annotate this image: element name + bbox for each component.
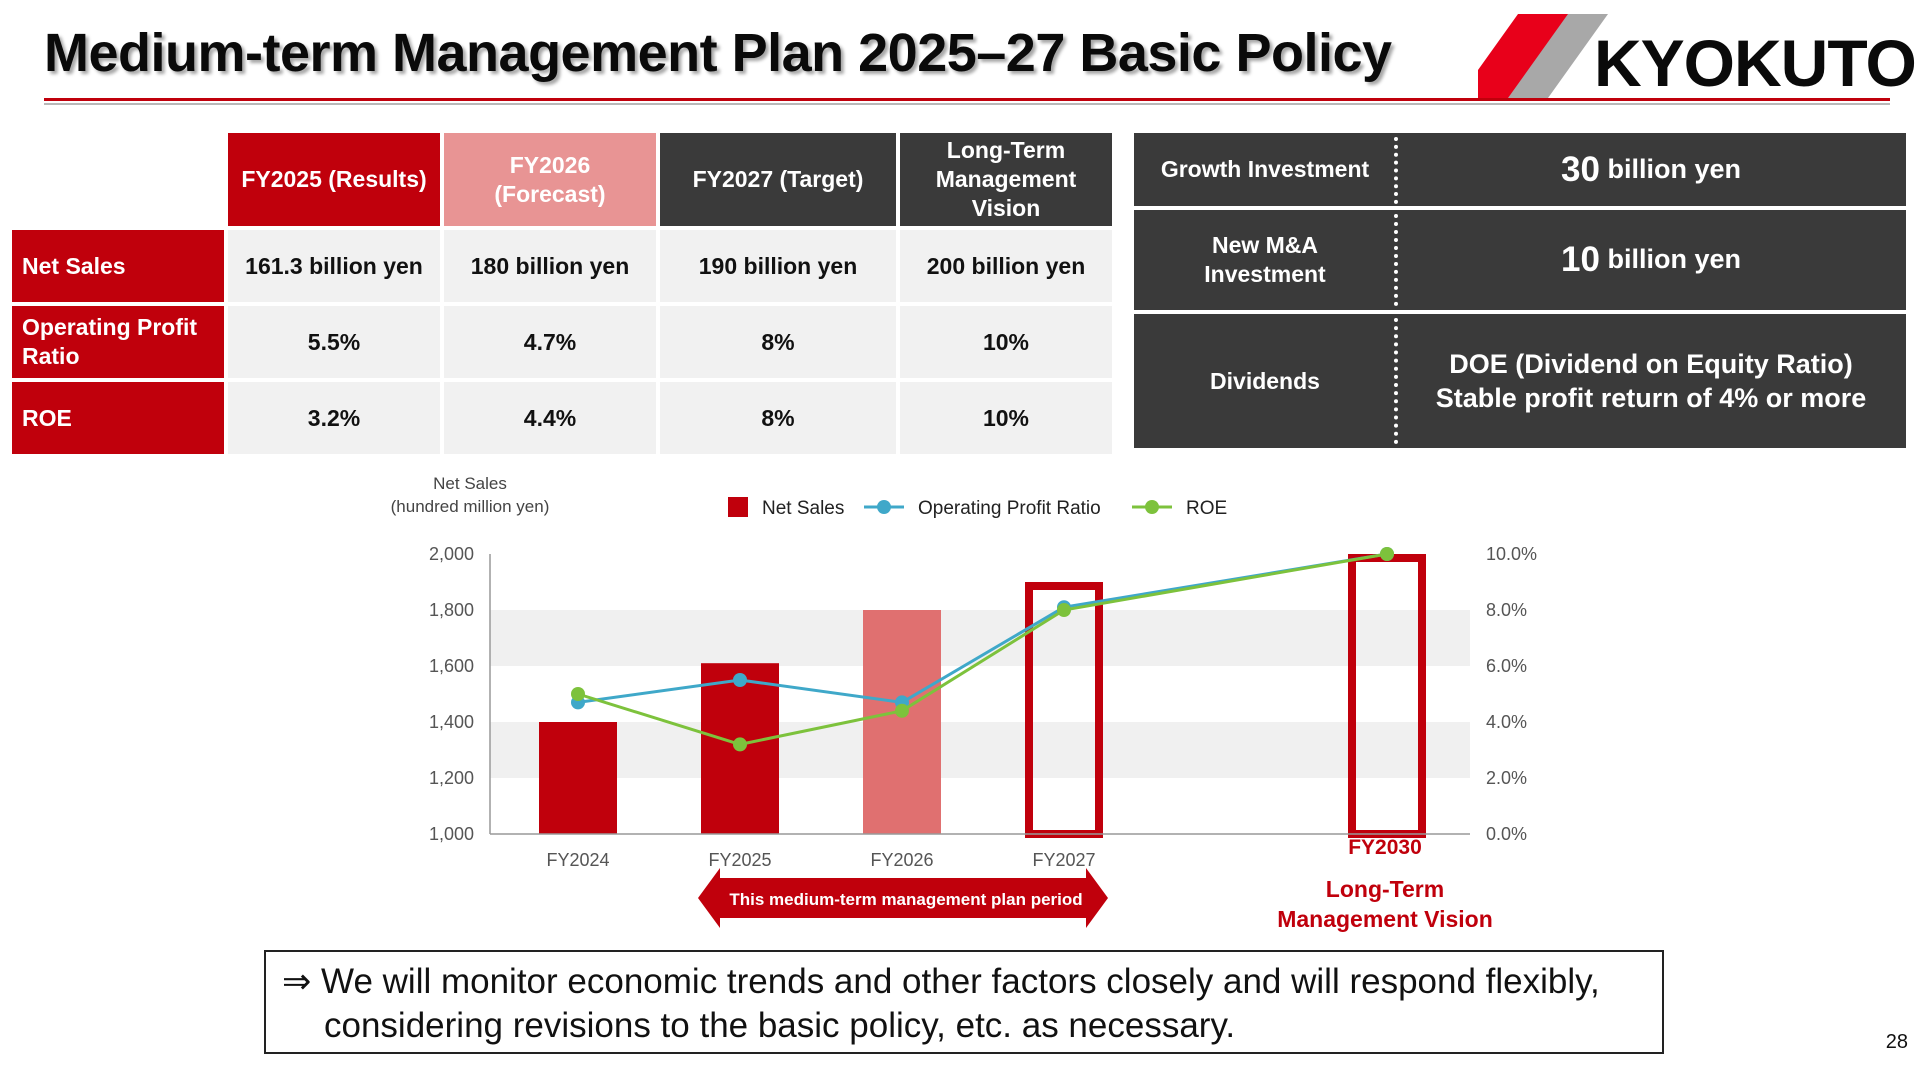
note-line-1: ⇒ We will monitor economic trends and ot… [282, 962, 1600, 1001]
y2-tick-label: 4.0% [1486, 712, 1527, 732]
legend-swatch-net-sales [728, 497, 748, 517]
note-line-2: considering revisions to the basic polic… [324, 1006, 1236, 1045]
point-roe [1380, 547, 1394, 561]
policy-label-growth: Growth Investment [1134, 133, 1396, 206]
table-cell: 3.2% [228, 382, 440, 454]
title-underline-gray [44, 103, 1890, 105]
table-cell: 190 billion yen [660, 230, 896, 302]
note-box: ⇒ We will monitor economic trends and ot… [264, 950, 1664, 1054]
table-cell: 8% [660, 306, 896, 378]
y2-tick-label: 10.0% [1486, 544, 1537, 564]
bar-net-sales [1348, 554, 1426, 838]
table-header-long-term: Long-Term Management Vision [900, 133, 1112, 226]
y2-tick-label: 8.0% [1486, 600, 1527, 620]
policy-divider [1394, 318, 1398, 444]
policy-value-number: 30 [1561, 149, 1600, 189]
logo-text: KYOKUTO [1594, 26, 1917, 100]
point-roe [571, 687, 585, 701]
table-cell: 8% [660, 382, 896, 454]
table-cell: 4.4% [444, 382, 656, 454]
table-cell: 10% [900, 306, 1112, 378]
point-roe [733, 737, 747, 752]
table-cell: 180 billion yen [444, 230, 656, 302]
policy-label-dividends: Dividends [1134, 314, 1396, 448]
legend-label: Net Sales [762, 498, 844, 519]
policy-label-ma: New M&A Investment [1134, 210, 1396, 310]
y-tick-label: 1,800 [429, 600, 474, 620]
point-roe [895, 703, 909, 718]
kyokuto-logo [1478, 14, 1608, 98]
policy-divider [1394, 214, 1398, 306]
y-tick-label: 1,600 [429, 656, 474, 676]
point-roe [1057, 603, 1071, 617]
y2-tick-label: 6.0% [1486, 656, 1527, 676]
policy-value-ma: 10 billion yen [1396, 210, 1906, 310]
table-header-fy2027: FY2027 (Target) [660, 133, 896, 226]
y-tick-label: 1,000 [429, 824, 474, 844]
long-term-vision-label: Long-Term Management Vision [1277, 876, 1493, 932]
table-cell: 4.7% [444, 306, 656, 378]
title-underline [44, 98, 1890, 101]
legend-label: ROE [1186, 498, 1227, 519]
period-label: This medium-term management plan period [729, 890, 1083, 909]
point-operating-profit-ratio [733, 673, 747, 687]
y-axis-label: Net Sales (hundred million yen) [391, 474, 550, 516]
legend-marker-roe [1145, 500, 1159, 514]
y-tick-label: 1,200 [429, 768, 474, 788]
table-header-fy2026: FY2026 (Forecast) [444, 133, 656, 226]
table-cell: 161.3 billion yen [228, 230, 440, 302]
policy-divider [1394, 137, 1398, 204]
x-tick-label: FY2024 [546, 850, 609, 870]
bar-net-sales [863, 610, 941, 834]
page-title: Medium-term Management Plan 2025–27 Basi… [44, 23, 1392, 83]
x-tick-label: FY2026 [870, 850, 933, 870]
table-cell: 5.5% [228, 306, 440, 378]
fy2030-label: FY2030 [1348, 836, 1422, 859]
y2-tick-label: 0.0% [1486, 824, 1527, 844]
table-cell: 10% [900, 382, 1112, 454]
table-cell: 200 billion yen [900, 230, 1112, 302]
net-sales-chart: 1,000 1,200 1,400 1,600 1,800 2,000 0.0% 2.0% 4.… [391, 474, 1537, 870]
y-axis-label-line: (hundred million yen) [391, 497, 550, 516]
policy-value-dividends: DOE (Dividend on Equity Ratio) Stable pr… [1396, 314, 1906, 448]
y-tick-label: 1,400 [429, 712, 474, 732]
legend-marker-op-profit [877, 500, 891, 514]
policy-value-unit: billion yen [1607, 244, 1741, 275]
y2-tick-label: 2.0% [1486, 768, 1527, 788]
page-number: 28 [1885, 1031, 1908, 1053]
policy-value-unit: billion yen [1607, 153, 1741, 184]
x-tick-label: FY2025 [708, 850, 771, 870]
x-tick-label: FY2027 [1032, 850, 1095, 870]
bar-net-sales [539, 722, 617, 834]
policy-value-growth: 30 billion yen [1396, 133, 1906, 206]
period-arrow [698, 868, 1108, 928]
table-row-label-roe: ROE [12, 382, 224, 454]
grid-band [490, 722, 1470, 778]
table-header-fy2025: FY2025 (Results) [228, 133, 440, 226]
table-row-label-op-profit: Operating Profit Ratio [12, 306, 224, 378]
y-axis-label-line: Net Sales [433, 474, 507, 493]
table-row-label-net-sales: Net Sales [12, 230, 224, 302]
y-tick-label: 2,000 [429, 544, 474, 564]
legend-label: Operating Profit Ratio [918, 498, 1101, 519]
policy-value-number: 10 [1561, 240, 1600, 280]
